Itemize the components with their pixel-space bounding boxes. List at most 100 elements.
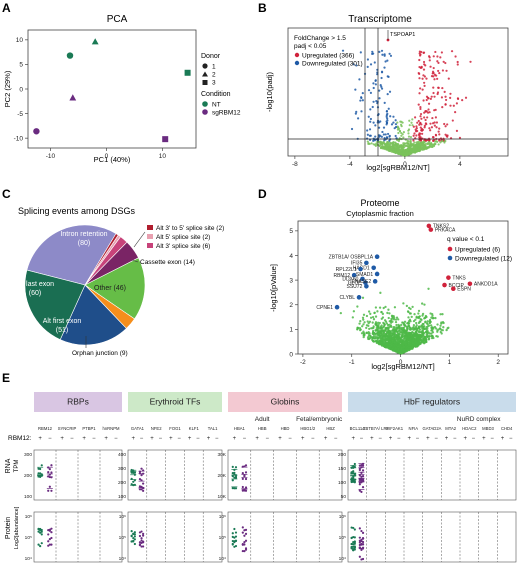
vold-point [369, 312, 372, 315]
volb-point [416, 149, 420, 152]
vold-down-label: ZBTB1A/ OSBPL1A [329, 255, 374, 261]
volb-point [422, 68, 426, 71]
volb-point [385, 145, 388, 148]
rna-replicate [361, 475, 365, 478]
row-protein-label: Protein [5, 517, 12, 539]
vold-xtick-label: -1 [349, 359, 355, 366]
sign-minus: − [140, 436, 144, 442]
vold-xtick-label: -2 [300, 359, 306, 366]
pca-xtick-label: -10 [46, 153, 56, 160]
vold-point [389, 319, 392, 323]
rna-replicate [353, 480, 356, 483]
volb-point [420, 142, 423, 146]
volb-point [398, 145, 402, 148]
volb-point [388, 147, 391, 150]
volb-point [413, 144, 416, 147]
pca-legend-condition-title: Condition [201, 91, 231, 98]
volb-point [378, 135, 381, 138]
protein-tick-label: 10⁵ [25, 535, 32, 541]
volb-point [368, 134, 371, 137]
volb-point [401, 121, 404, 124]
protein-replicate [50, 536, 53, 540]
volb-point [418, 65, 421, 69]
volb-point [406, 139, 409, 142]
vold-down-label: GLCE [348, 280, 362, 286]
protein-replicate [361, 557, 365, 561]
volb-point [403, 152, 406, 155]
volb-point [419, 87, 422, 90]
vold-point [423, 303, 426, 306]
volb-point [394, 119, 397, 122]
protein-tick-label: 10⁶ [119, 514, 126, 520]
protein-tick-label: 10⁴ [119, 556, 126, 562]
vold-point [371, 338, 374, 342]
vold-point [376, 310, 379, 313]
vold-point [415, 344, 418, 347]
volb-point [449, 96, 452, 99]
volb-point [454, 55, 457, 58]
rna-replicate [234, 487, 238, 490]
protein-replicate [361, 547, 365, 550]
sign-minus: − [311, 436, 315, 442]
volb-point [373, 61, 376, 64]
vold-point [418, 328, 422, 331]
rna-replicate [132, 480, 135, 483]
volb-point [385, 147, 388, 150]
vold-point [400, 351, 404, 354]
volb-point [431, 145, 434, 148]
vold-up-label: BCCIP [449, 283, 465, 289]
volb-point [396, 121, 399, 124]
vold-point [378, 306, 382, 309]
volb-point [398, 129, 402, 133]
vold-point [395, 316, 399, 319]
volb-point [397, 148, 401, 151]
volb-point [399, 120, 402, 123]
volb-point [388, 134, 391, 138]
pca-legend-donor-1: 1 [212, 64, 216, 71]
protein-replicate [361, 531, 365, 534]
volb-point [409, 141, 412, 144]
vold-point [412, 339, 415, 342]
volb-point [420, 144, 423, 147]
vold-point [382, 306, 385, 310]
vold-point [430, 324, 433, 327]
volb-point [451, 119, 454, 122]
vold-point [432, 336, 435, 340]
rna-replicate [50, 471, 53, 474]
vold-point [391, 337, 395, 340]
volb-point [423, 116, 426, 119]
pca-xtick-label: 10 [159, 153, 167, 160]
vold-point [383, 319, 387, 322]
volb-point [422, 143, 425, 146]
volb-point [464, 96, 468, 99]
volb-point [380, 85, 383, 88]
gene-label: HBB [258, 426, 267, 431]
pca-plot-frame [27, 29, 197, 149]
vold-point [406, 338, 409, 341]
volb-point [431, 70, 435, 73]
vold-point [407, 324, 410, 327]
vold-point [391, 347, 395, 350]
protein-replicate [140, 539, 143, 542]
vold-point [380, 310, 383, 314]
volb-point [418, 149, 421, 153]
volb-point [423, 111, 426, 114]
sign-minus: − [243, 436, 247, 442]
rna-replicate [244, 464, 248, 467]
rna-replicate [231, 465, 234, 468]
group-title: Globins [271, 397, 300, 407]
rna-replicate [361, 486, 365, 489]
vold-point [397, 349, 400, 352]
vold-down-point [364, 260, 369, 266]
volb-point [378, 50, 381, 54]
protein-replicate [50, 527, 53, 530]
volb-point [421, 88, 424, 91]
volb-xtick-label: -8 [292, 161, 298, 168]
volb-point [381, 53, 384, 56]
volb-point [427, 108, 430, 111]
volb-point [422, 74, 425, 77]
volb-point [369, 91, 373, 94]
vold-point [362, 323, 365, 326]
vold-point [387, 316, 390, 320]
vold-point [358, 329, 362, 332]
